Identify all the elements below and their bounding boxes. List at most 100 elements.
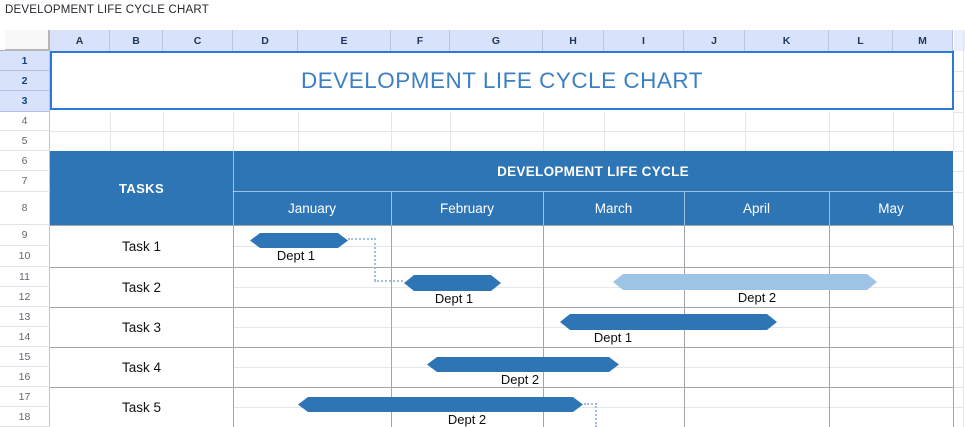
gridline bbox=[953, 192, 963, 193]
header-inner-line bbox=[684, 192, 685, 225]
document-title: DEVELOPMENT LIFE CYCLE CHART bbox=[5, 4, 209, 16]
row-header-14[interactable]: 14 bbox=[0, 327, 50, 347]
row-header-11[interactable]: 11 bbox=[0, 267, 50, 287]
dependency-connector bbox=[374, 238, 376, 281]
bar-shape bbox=[404, 275, 501, 291]
bar-shape bbox=[560, 314, 777, 330]
gridline bbox=[953, 151, 963, 152]
gantt-bar-task-5[interactable] bbox=[298, 397, 583, 412]
column-header-partial[interactable] bbox=[954, 30, 965, 51]
month-cell-april[interactable]: April bbox=[684, 192, 829, 225]
bar-shape bbox=[613, 274, 877, 290]
column-header-M[interactable]: M bbox=[893, 30, 953, 51]
gridline bbox=[953, 407, 963, 408]
dept-label: Dept 1 bbox=[276, 248, 316, 263]
header-inner-line bbox=[233, 191, 953, 192]
column-header-C[interactable]: C bbox=[163, 30, 233, 51]
month-cell-january[interactable]: January bbox=[233, 192, 391, 225]
dependency-connector bbox=[595, 403, 597, 427]
header-inner-line bbox=[543, 192, 544, 225]
gridline bbox=[233, 246, 953, 247]
tasks-header-cell[interactable]: TASKS bbox=[50, 151, 233, 225]
task-name-cell[interactable]: Task 4 bbox=[121, 359, 162, 375]
gridline bbox=[953, 225, 954, 427]
month-cell-february[interactable]: February bbox=[391, 192, 543, 225]
column-header-A[interactable]: A bbox=[50, 30, 110, 51]
column-header-L[interactable]: L bbox=[829, 30, 893, 51]
gridline bbox=[50, 131, 963, 132]
header-inner-line bbox=[391, 192, 392, 225]
row-header-13[interactable]: 13 bbox=[0, 307, 50, 327]
gridline bbox=[963, 30, 964, 427]
gridline bbox=[953, 267, 963, 268]
column-header-G[interactable]: G bbox=[450, 30, 543, 51]
select-all-corner[interactable] bbox=[5, 30, 50, 51]
gantt-bar-task-3[interactable] bbox=[560, 314, 777, 330]
dept-label: Dept 2 bbox=[447, 412, 487, 427]
gantt-bar-task-2[interactable] bbox=[404, 275, 501, 291]
row-header-6[interactable]: 6 bbox=[0, 151, 50, 171]
gantt-bar-task-4[interactable] bbox=[427, 357, 619, 372]
column-header-K[interactable]: K bbox=[745, 30, 829, 51]
gridline bbox=[953, 91, 963, 92]
gridline bbox=[391, 225, 392, 427]
column-header-D[interactable]: D bbox=[233, 30, 298, 51]
column-header-H[interactable]: H bbox=[543, 30, 604, 51]
row-header-12[interactable]: 12 bbox=[0, 287, 50, 307]
gridline bbox=[50, 225, 953, 226]
month-cell-may[interactable]: May bbox=[829, 192, 953, 225]
row-header-10[interactable]: 10 bbox=[0, 246, 50, 267]
gridline bbox=[953, 246, 963, 247]
gridline bbox=[829, 225, 830, 427]
gantt-bar-task-2[interactable] bbox=[613, 274, 877, 290]
row-header-17[interactable]: 17 bbox=[0, 387, 50, 407]
gridline bbox=[953, 287, 963, 288]
gridline bbox=[50, 307, 953, 308]
gridline bbox=[50, 267, 953, 268]
gridline bbox=[953, 71, 963, 72]
bar-shape bbox=[298, 397, 583, 412]
dependency-connector bbox=[584, 403, 597, 405]
row-header-18[interactable]: 18 bbox=[0, 407, 50, 427]
gantt-bar-task-1[interactable] bbox=[250, 233, 348, 248]
row-header-1[interactable]: 1 bbox=[0, 51, 50, 71]
gridline bbox=[953, 171, 963, 172]
column-header-I[interactable]: I bbox=[604, 30, 684, 51]
bar-shape bbox=[250, 233, 348, 248]
dept-label: Dept 1 bbox=[434, 291, 474, 306]
gridline bbox=[953, 112, 963, 113]
column-header-J[interactable]: J bbox=[684, 30, 745, 51]
header-inner-line bbox=[233, 151, 234, 225]
row-header-3[interactable]: 3 bbox=[0, 91, 50, 112]
row-header-9[interactable]: 9 bbox=[0, 225, 50, 246]
dept-label: Dept 1 bbox=[593, 330, 633, 345]
task-name-cell[interactable]: Task 5 bbox=[121, 399, 162, 415]
lifecycle-header-cell[interactable]: DEVELOPMENT LIFE CYCLE bbox=[233, 151, 953, 192]
dept-label: Dept 2 bbox=[500, 372, 540, 387]
row-header-2[interactable]: 2 bbox=[0, 71, 50, 91]
row-header-5[interactable]: 5 bbox=[0, 131, 50, 151]
row-header-8[interactable]: 8 bbox=[0, 192, 50, 225]
column-header-E[interactable]: E bbox=[298, 30, 391, 51]
column-header-F[interactable]: F bbox=[391, 30, 450, 51]
task-name-cell[interactable]: Task 1 bbox=[121, 238, 162, 254]
gridline bbox=[50, 387, 953, 388]
row-header-16[interactable]: 16 bbox=[0, 367, 50, 387]
sheet-title-text: DEVELOPMENT LIFE CYCLE CHART bbox=[300, 67, 703, 93]
row-header-7[interactable]: 7 bbox=[0, 171, 50, 192]
sheet-title-cell[interactable]: DEVELOPMENT LIFE CYCLE CHART bbox=[50, 51, 954, 110]
header-inner-line bbox=[829, 192, 830, 225]
row-header-4[interactable]: 4 bbox=[0, 112, 50, 131]
gridline bbox=[543, 225, 544, 427]
task-name-cell[interactable]: Task 3 bbox=[121, 319, 162, 335]
month-cell-march[interactable]: March bbox=[543, 192, 684, 225]
gridline bbox=[953, 387, 963, 388]
task-name-cell[interactable]: Task 2 bbox=[121, 279, 162, 295]
gridline bbox=[233, 225, 234, 427]
column-header-B[interactable]: B bbox=[110, 30, 163, 51]
dependency-connector bbox=[374, 280, 403, 282]
gridline bbox=[953, 347, 963, 348]
row-header-15[interactable]: 15 bbox=[0, 347, 50, 367]
gridline bbox=[233, 287, 953, 288]
dependency-connector bbox=[348, 238, 376, 240]
